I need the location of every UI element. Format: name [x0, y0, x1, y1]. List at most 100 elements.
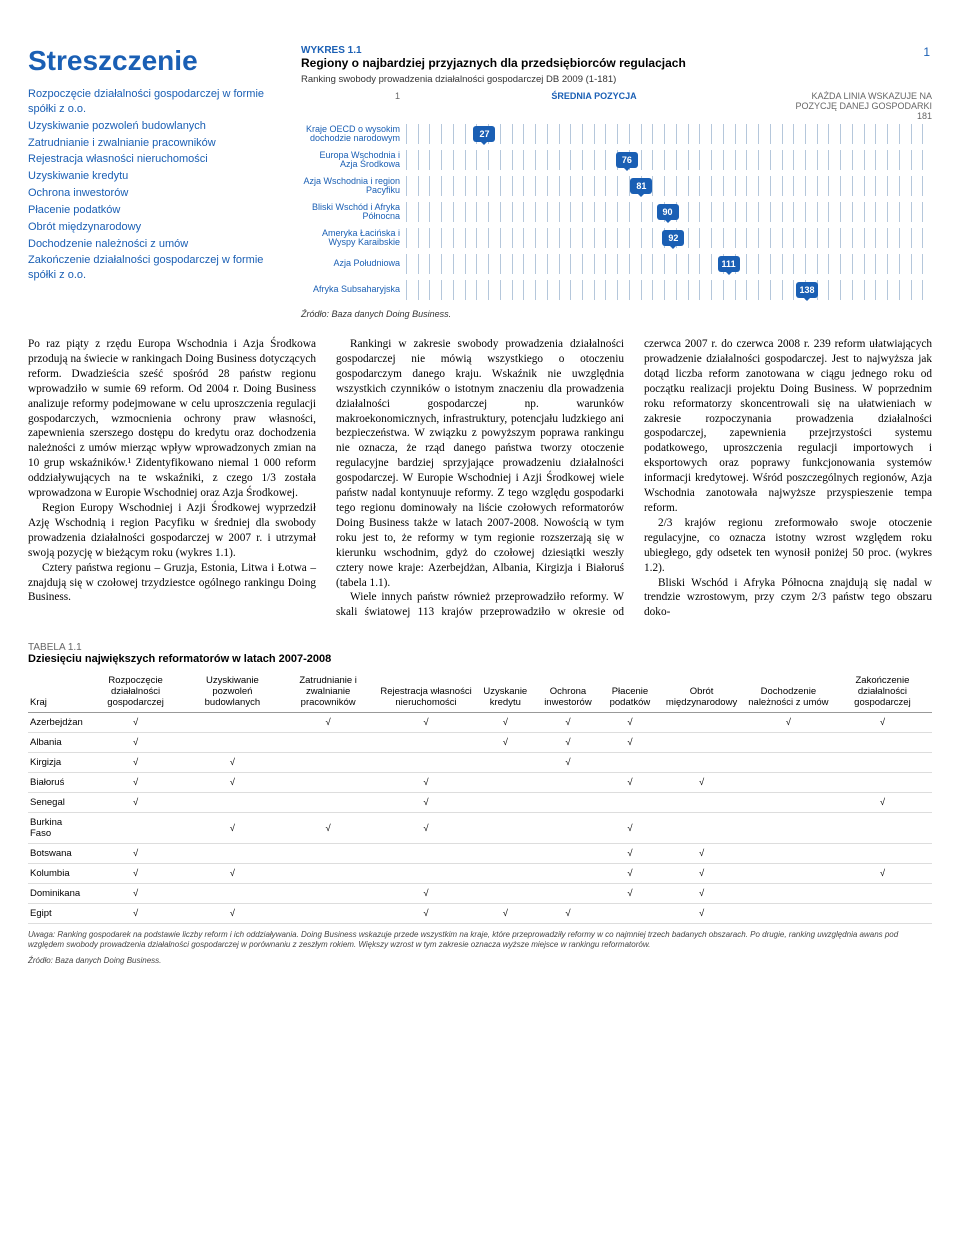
chart-value-bubble: 92 — [662, 230, 684, 246]
table-header: Kraj — [28, 671, 86, 713]
check-cell — [535, 884, 600, 904]
check-cell — [744, 884, 833, 904]
check-cell — [475, 813, 535, 844]
check-cell: √ — [535, 733, 600, 753]
chart-row-label: Bliski Wschód i Afryka Północna — [301, 203, 406, 222]
chart-value-bubble: 27 — [473, 126, 495, 142]
check-cell — [185, 713, 279, 733]
check-cell — [377, 753, 476, 773]
country-cell: Albania — [28, 733, 86, 753]
subtitle-line: Uzyskiwanie kredytu — [28, 169, 283, 184]
check-cell: √ — [601, 844, 660, 864]
check-cell: √ — [833, 713, 932, 733]
reformers-table: KrajRozpoczęcie działalności gospodarcze… — [28, 671, 932, 924]
check-cell: √ — [185, 753, 279, 773]
figure-label: WYKRES 1.1 — [301, 45, 932, 56]
check-cell — [535, 864, 600, 884]
paragraph: Region Europy Wschodniej i Azji Środkowe… — [28, 501, 316, 561]
country-cell: Burkina Faso — [28, 813, 86, 844]
subtitle-line: Zatrudnianie i zwalnianie pracowników — [28, 136, 283, 151]
check-cell — [535, 773, 600, 793]
check-cell: √ — [280, 713, 377, 733]
check-cell: √ — [185, 904, 279, 924]
check-cell — [377, 864, 476, 884]
country-cell: Dominikana — [28, 884, 86, 904]
country-cell: Azerbejdżan — [28, 713, 86, 733]
check-cell — [744, 773, 833, 793]
table-source: Źródło: Baza danych Doing Business. — [28, 956, 932, 966]
ranking-chart: 1 ŚREDNIA POZYCJA KAŻDA LINIA WSKAZUJE N… — [301, 91, 932, 303]
check-cell: √ — [601, 733, 660, 753]
chart-row-label: Azja Południowa — [301, 259, 406, 268]
chart-track: 92 — [406, 228, 932, 248]
country-cell: Białoruś — [28, 773, 86, 793]
check-cell: √ — [86, 884, 185, 904]
check-cell — [833, 733, 932, 753]
chart-track: 81 — [406, 176, 932, 196]
chart-row-label: Ameryka Łacińska i Wyspy Karaibskie — [301, 229, 406, 248]
check-cell — [280, 864, 377, 884]
table-row: Dominikana√√√√ — [28, 884, 932, 904]
check-cell — [833, 884, 932, 904]
check-cell — [659, 733, 744, 753]
table-row: Botswana√√√ — [28, 844, 932, 864]
check-cell: √ — [659, 773, 744, 793]
axis-end: 181 — [917, 111, 932, 121]
table-row: Senegal√√√ — [28, 793, 932, 813]
table-header: Uzyskiwanie pozwoleń budowlanych — [185, 671, 279, 713]
check-cell — [280, 733, 377, 753]
figure-title: Regiony o najbardziej przyjaznych dla pr… — [301, 56, 932, 70]
check-cell — [185, 884, 279, 904]
axis-start: 1 — [301, 91, 406, 121]
check-cell — [475, 793, 535, 813]
check-cell: √ — [744, 713, 833, 733]
check-cell: √ — [535, 904, 600, 924]
chart-row-label: Azja Wschodnia i region Pacyfiku — [301, 177, 406, 196]
check-cell: √ — [86, 713, 185, 733]
check-cell: √ — [280, 813, 377, 844]
check-cell: √ — [185, 813, 279, 844]
chart-value-bubble: 76 — [616, 152, 638, 168]
table-header: Ochrona inwestorów — [535, 671, 600, 713]
table-header: Rozpoczęcie działalności gospodarczej — [86, 671, 185, 713]
check-cell — [280, 793, 377, 813]
subtitle-line: Obrót międzynarodowy — [28, 220, 283, 235]
check-cell — [659, 813, 744, 844]
chart-track: 111 — [406, 254, 932, 274]
check-cell: √ — [86, 904, 185, 924]
table-footnote: Uwaga: Ranking gospodarek na podstawie l… — [28, 930, 932, 950]
subtitle-line: Rejestracja własności nieruchomości — [28, 152, 283, 167]
paragraph: Cztery państwa regionu – Gruzja, Estonia… — [28, 561, 316, 606]
table-header: Płacenie podatków — [601, 671, 660, 713]
check-cell — [659, 753, 744, 773]
check-cell — [744, 813, 833, 844]
check-cell — [535, 793, 600, 813]
table-header: Obrót międzynarodowy — [659, 671, 744, 713]
chart-track: 76 — [406, 150, 932, 170]
check-cell: √ — [377, 793, 476, 813]
chart-value-bubble: 81 — [630, 178, 652, 194]
page-number: 1 — [923, 45, 930, 59]
check-cell: √ — [86, 864, 185, 884]
check-cell: √ — [185, 773, 279, 793]
check-cell — [475, 844, 535, 864]
check-cell: √ — [535, 753, 600, 773]
check-cell: √ — [659, 904, 744, 924]
body-text: Po raz piąty z rzędu Europa Wschodnia i … — [28, 337, 932, 620]
check-cell: √ — [535, 713, 600, 733]
paragraph: 2/3 krajów regionu zreformowało swoje ot… — [644, 516, 932, 576]
check-cell — [833, 904, 932, 924]
country-cell: Kirgizja — [28, 753, 86, 773]
subtitle-line: Dochodzenie należności z umów — [28, 237, 283, 252]
check-cell: √ — [601, 773, 660, 793]
country-cell: Kolumbia — [28, 864, 86, 884]
table-row: Kolumbia√√√√√ — [28, 864, 932, 884]
check-cell — [601, 904, 660, 924]
check-cell: √ — [475, 713, 535, 733]
check-cell: √ — [185, 864, 279, 884]
table-row: Egipt√√√√√√ — [28, 904, 932, 924]
figure-source: Źródło: Baza danych Doing Business. — [301, 309, 932, 319]
table-header: Rejestracja własności nieruchomości — [377, 671, 476, 713]
check-cell: √ — [475, 904, 535, 924]
check-cell — [744, 844, 833, 864]
